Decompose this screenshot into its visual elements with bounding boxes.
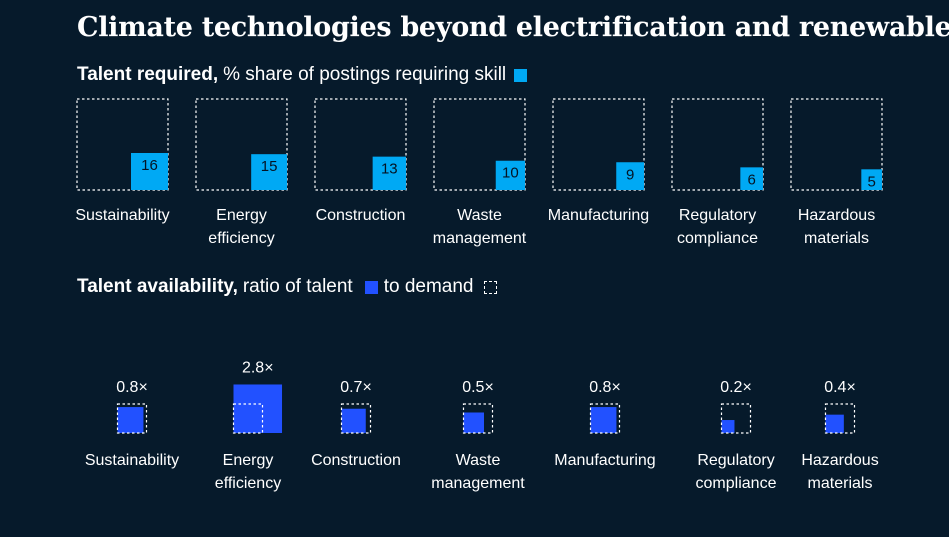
demand-frame-waste-management [462, 403, 494, 434]
talent-legend-swatch [364, 280, 378, 294]
required-value-construction: 13 [381, 161, 398, 178]
required-value-waste-management: 10 [502, 165, 519, 182]
required-frame-energy-efficiency [195, 98, 288, 191]
required-frame-waste-management [433, 98, 526, 191]
availability-label-waste-management: Waste management [431, 452, 525, 492]
talent-availability-heading: Talent availability, ratio of talent to … [77, 276, 497, 298]
availability-label-energy-efficiency: Energy efficiency [215, 452, 281, 492]
availability-value-energy-efficiency: 2.8× [242, 359, 274, 376]
required-value-manufacturing: 9 [626, 166, 634, 183]
required-bar-manufacturing [616, 162, 644, 190]
required-label-regulatory-compliance: Regulatory compliance [677, 207, 758, 247]
availability-bar-regulatory-compliance [721, 420, 735, 433]
availability-label-sustainability: Sustainability [85, 452, 179, 469]
availability-value-construction: 0.7× [340, 379, 372, 396]
talent-availability-heading-mid: to demand [383, 276, 474, 297]
talent-required-heading-bold: Talent required, [77, 64, 219, 85]
required-legend-swatch [514, 68, 528, 82]
required-bar-energy-efficiency [251, 154, 287, 190]
availability-value-waste-management: 0.5× [462, 379, 494, 396]
demand-frame-sustainability [116, 403, 148, 434]
availability-bar-sustainability [117, 407, 144, 433]
required-frame-sustainability [76, 98, 169, 191]
page-title: Climate technologies beyond electrificat… [77, 12, 949, 43]
availability-value-manufacturing: 0.8× [589, 379, 621, 396]
required-bar-hazardous-materials [861, 169, 882, 190]
required-bar-construction [372, 156, 406, 190]
availability-label-construction: Construction [311, 452, 401, 469]
demand-frame-manufacturing [589, 403, 621, 434]
required-value-regulatory-compliance: 6 [747, 171, 755, 188]
demand-frame-hazardous-materials [824, 403, 856, 434]
talent-availability-heading-text: ratio of talent [242, 276, 353, 297]
demand-frame-construction [340, 403, 372, 434]
required-value-sustainability: 16 [141, 157, 158, 174]
availability-value-regulatory-compliance: 0.2× [720, 379, 752, 396]
availability-bar-hazardous-materials [825, 414, 844, 433]
required-value-energy-efficiency: 15 [261, 158, 278, 175]
availability-bar-manufacturing [590, 407, 617, 433]
required-label-hazardous-materials: Hazardous materials [798, 207, 875, 247]
required-bar-regulatory-compliance [740, 167, 763, 190]
availability-label-hazardous-materials: Hazardous materials [801, 452, 878, 492]
required-label-waste-management: Waste management [433, 207, 527, 247]
required-frame-hazardous-materials [790, 98, 883, 191]
availability-label-manufacturing: Manufacturing [554, 452, 655, 469]
required-bar-waste-management [495, 160, 525, 190]
required-label-manufacturing: Manufacturing [548, 207, 649, 224]
demand-frame-regulatory-compliance [720, 403, 752, 434]
required-value-hazardous-materials: 5 [867, 173, 875, 190]
demand-legend-swatch [483, 280, 497, 294]
availability-bar-construction [341, 408, 366, 433]
availability-bar-waste-management [463, 412, 485, 433]
availability-label-regulatory-compliance: Regulatory compliance [696, 452, 777, 492]
talent-availability-heading-bold: Talent availability, [77, 276, 238, 297]
required-label-construction: Construction [316, 207, 406, 224]
required-label-energy-efficiency: Energy efficiency [208, 207, 274, 247]
availability-bar-energy-efficiency [233, 384, 283, 433]
required-label-sustainability: Sustainability [75, 207, 169, 224]
demand-frame-energy-efficiency [232, 403, 264, 434]
talent-required-heading: Talent required, % share of postings req… [77, 64, 533, 86]
required-frame-manufacturing [552, 98, 645, 191]
talent-required-heading-text: % share of postings requiring skill [223, 64, 507, 85]
availability-value-sustainability: 0.8× [116, 379, 148, 396]
required-frame-construction [314, 98, 407, 191]
required-bar-sustainability [131, 153, 168, 190]
availability-value-hazardous-materials: 0.4× [824, 379, 856, 396]
required-frame-regulatory-compliance [671, 98, 764, 191]
